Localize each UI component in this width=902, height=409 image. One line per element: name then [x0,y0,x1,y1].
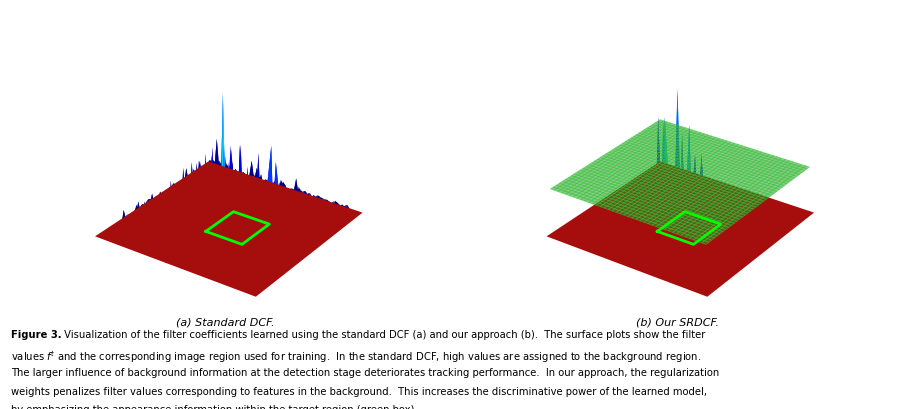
Text: by emphasizing the appearance information within the target region (green box).: by emphasizing the appearance informatio… [11,405,417,409]
Text: Visualization of the filter coefficients learned using the standard DCF (a) and : Visualization of the filter coefficients… [61,329,705,339]
Text: weights penalizes filter values corresponding to features in the background.  Th: weights penalizes filter values correspo… [11,386,706,396]
Text: values $f^t$ and the corresponding image region used for training.  In the stand: values $f^t$ and the corresponding image… [11,348,701,364]
Text: (a) Standard DCF.: (a) Standard DCF. [176,317,275,327]
Text: The larger influence of background information at the detection stage deteriorat: The larger influence of background infor… [11,367,718,377]
Text: Figure 3.: Figure 3. [11,329,61,339]
Text: (b) Our SRDCF.: (b) Our SRDCF. [635,317,718,327]
